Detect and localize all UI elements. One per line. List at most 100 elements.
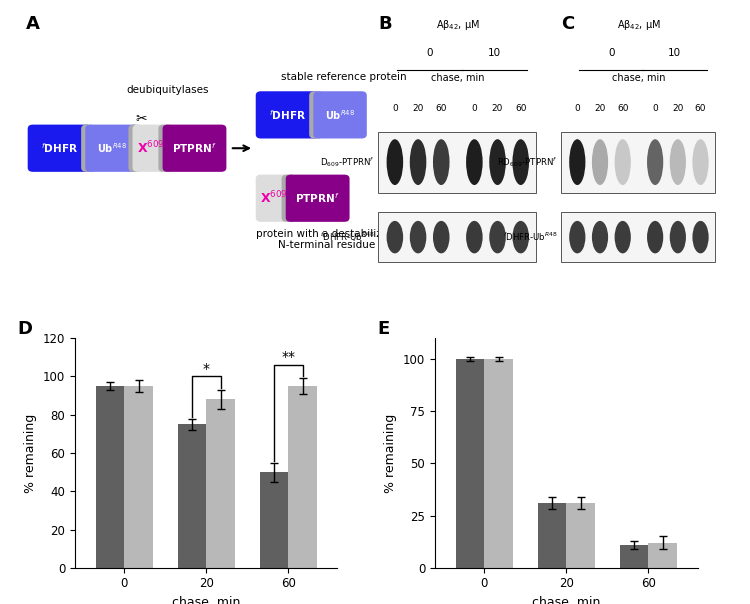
Text: 10: 10 — [488, 48, 501, 58]
Ellipse shape — [489, 221, 506, 254]
Text: 0: 0 — [392, 104, 398, 113]
Ellipse shape — [386, 221, 404, 254]
Ellipse shape — [466, 139, 483, 185]
Bar — [648, 543, 677, 568]
Ellipse shape — [569, 221, 586, 254]
Y-axis label: % remaining: % remaining — [385, 413, 398, 493]
Ellipse shape — [433, 139, 449, 185]
FancyBboxPatch shape — [378, 132, 536, 193]
Ellipse shape — [410, 139, 426, 185]
Text: stable reference protein: stable reference protein — [280, 71, 406, 82]
X-axis label: chase, min: chase, min — [532, 596, 601, 604]
Ellipse shape — [569, 139, 586, 185]
Bar — [178, 424, 206, 568]
Ellipse shape — [692, 139, 709, 185]
FancyBboxPatch shape — [281, 175, 296, 222]
FancyBboxPatch shape — [133, 124, 169, 172]
Text: 20: 20 — [672, 104, 683, 113]
Text: Aβ$_{42}$, μM: Aβ$_{42}$, μM — [436, 18, 480, 31]
Text: 60: 60 — [617, 104, 628, 113]
FancyBboxPatch shape — [28, 124, 92, 172]
FancyBboxPatch shape — [286, 175, 350, 222]
Bar — [124, 386, 153, 568]
Ellipse shape — [670, 221, 686, 254]
FancyBboxPatch shape — [81, 124, 96, 172]
Text: E: E — [377, 320, 389, 338]
Ellipse shape — [410, 221, 426, 254]
Text: ✂: ✂ — [135, 112, 147, 126]
FancyBboxPatch shape — [158, 124, 173, 172]
Text: 0: 0 — [574, 104, 580, 113]
Text: 0: 0 — [472, 104, 477, 113]
FancyBboxPatch shape — [256, 175, 292, 222]
Text: Aβ$_{42}$, μM: Aβ$_{42}$, μM — [617, 18, 661, 31]
Ellipse shape — [386, 139, 404, 185]
Text: PTPRN$^f$: PTPRN$^f$ — [296, 191, 340, 205]
Text: A: A — [26, 15, 40, 33]
Text: 20: 20 — [492, 104, 503, 113]
Text: X$^{609}$: X$^{609}$ — [136, 140, 164, 156]
Ellipse shape — [489, 139, 506, 185]
Ellipse shape — [670, 139, 686, 185]
Bar — [620, 545, 648, 568]
Text: X$^{609}$: X$^{609}$ — [260, 190, 288, 207]
FancyBboxPatch shape — [561, 132, 716, 193]
Bar — [206, 399, 235, 568]
Text: $^f$DHFR-Ub$^{R48}$: $^f$DHFR-Ub$^{R48}$ — [503, 231, 558, 243]
FancyBboxPatch shape — [378, 212, 536, 262]
Ellipse shape — [592, 139, 608, 185]
FancyBboxPatch shape — [163, 124, 226, 172]
Ellipse shape — [512, 221, 529, 254]
Bar — [566, 503, 595, 568]
Text: 0: 0 — [652, 104, 658, 113]
Text: 60: 60 — [694, 104, 706, 113]
Text: D: D — [17, 320, 32, 338]
Text: chase, min: chase, min — [431, 73, 484, 83]
Ellipse shape — [647, 139, 663, 185]
Text: C: C — [561, 15, 574, 33]
FancyBboxPatch shape — [309, 91, 324, 138]
Text: $^f$DHFR-Ub$^{R48}$: $^f$DHFR-Ub$^{R48}$ — [320, 231, 375, 243]
Ellipse shape — [647, 221, 663, 254]
Text: Ub$^{R48}$: Ub$^{R48}$ — [325, 108, 355, 122]
Text: 0: 0 — [427, 48, 433, 58]
X-axis label: chase, min: chase, min — [172, 596, 241, 604]
Text: 60: 60 — [436, 104, 447, 113]
Text: D$_{609}$-PTPRN$^f$: D$_{609}$-PTPRN$^f$ — [320, 155, 375, 169]
Ellipse shape — [512, 139, 529, 185]
Text: RD$_{609}$-PTPRN$^f$: RD$_{609}$-PTPRN$^f$ — [497, 155, 558, 169]
Text: 20: 20 — [413, 104, 424, 113]
Text: 60: 60 — [515, 104, 526, 113]
FancyBboxPatch shape — [314, 91, 367, 138]
Ellipse shape — [614, 221, 631, 254]
Text: $^f$DHFR: $^f$DHFR — [41, 141, 78, 155]
FancyBboxPatch shape — [561, 212, 716, 262]
Text: 0: 0 — [608, 48, 614, 58]
FancyBboxPatch shape — [128, 124, 143, 172]
Text: deubiquitylases: deubiquitylases — [126, 85, 209, 95]
Text: **: ** — [281, 350, 296, 364]
Bar — [538, 503, 566, 568]
Ellipse shape — [433, 221, 449, 254]
Text: chase, min: chase, min — [612, 73, 666, 83]
Ellipse shape — [614, 139, 631, 185]
Text: *: * — [202, 362, 210, 376]
Ellipse shape — [592, 221, 608, 254]
FancyBboxPatch shape — [86, 124, 139, 172]
Text: B: B — [379, 15, 392, 33]
Bar — [455, 359, 484, 568]
Bar — [484, 359, 513, 568]
Bar — [260, 472, 288, 568]
Ellipse shape — [692, 221, 709, 254]
Y-axis label: % remaining: % remaining — [24, 413, 38, 493]
Ellipse shape — [466, 221, 483, 254]
Text: Ub$^{R48}$: Ub$^{R48}$ — [97, 141, 127, 155]
Text: $^f$DHFR: $^f$DHFR — [269, 108, 306, 122]
Text: protein with a destabilizing
N-terminal residue: protein with a destabilizing N-terminal … — [256, 229, 398, 251]
Bar — [95, 386, 124, 568]
Text: 10: 10 — [668, 48, 681, 58]
Bar — [288, 386, 317, 568]
FancyBboxPatch shape — [256, 91, 320, 138]
Text: 20: 20 — [594, 104, 606, 113]
Text: PTPRN$^f$: PTPRN$^f$ — [172, 141, 217, 155]
